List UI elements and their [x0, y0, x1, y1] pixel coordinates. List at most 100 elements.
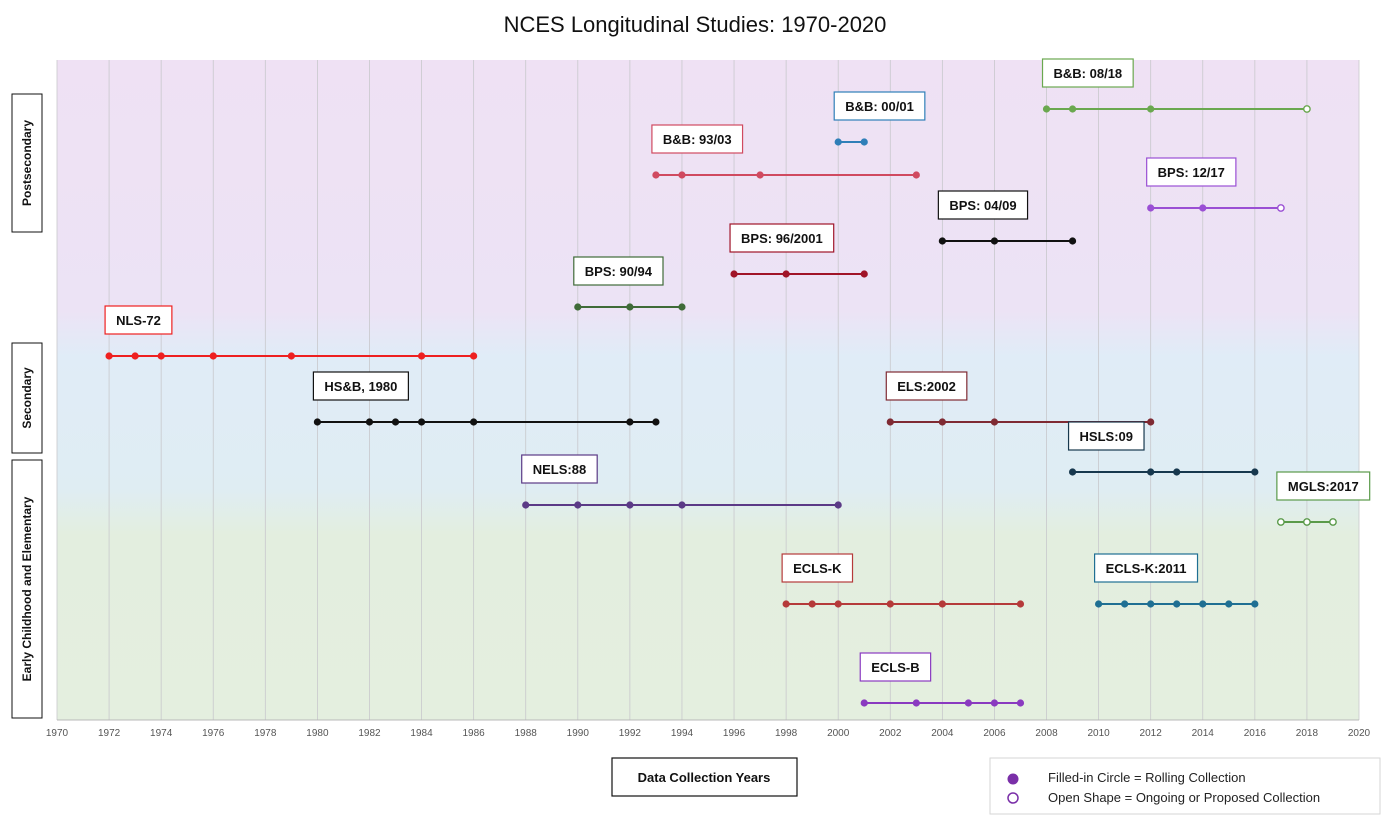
x-tick-label: 2012 — [1140, 728, 1163, 739]
series-label: B&B: 93/03 — [663, 132, 732, 147]
x-tick-label: 1994 — [671, 728, 694, 739]
filled-point — [626, 303, 634, 311]
series-ecls-k: ECLS-K — [781, 553, 1025, 608]
series-label: ECLS-K — [793, 561, 842, 576]
filled-point — [1095, 600, 1103, 608]
series-label-box — [1041, 58, 1134, 88]
x-tick-label: 2010 — [1087, 728, 1110, 739]
filled-point — [808, 600, 816, 608]
filled-point — [1147, 204, 1155, 212]
filled-point — [782, 270, 790, 278]
filled-point — [105, 352, 113, 360]
series-label: NELS:88 — [533, 462, 586, 477]
filled-point — [756, 171, 764, 179]
filled-point — [834, 600, 842, 608]
filled-point — [1225, 600, 1233, 608]
series-label: B&B: 08/18 — [1054, 66, 1123, 81]
filled-point — [1251, 468, 1259, 476]
x-axis-label: Data Collection Years — [638, 770, 771, 785]
x-tick-label: 2000 — [827, 728, 850, 739]
x-tick-label: 1990 — [567, 728, 590, 739]
series-label: ECLS-B — [871, 660, 919, 675]
x-tick-label: 1996 — [723, 728, 746, 739]
filled-point — [990, 699, 999, 707]
filled-point — [964, 699, 973, 707]
series-label: BPS: 96/2001 — [741, 231, 823, 246]
filled-point — [652, 418, 660, 426]
open-point — [1329, 518, 1337, 526]
filled-point — [860, 699, 868, 707]
series-bps-90-94: BPS: 90/94 — [573, 256, 686, 311]
filled-point — [157, 352, 165, 360]
filled-point — [1251, 600, 1259, 608]
x-tick-label: 1970 — [46, 728, 69, 739]
series-b-b-93-03: B&B: 93/03 — [651, 124, 920, 179]
filled-point — [1147, 468, 1155, 476]
series-label: ELS:2002 — [897, 379, 956, 394]
x-tick-label: 1980 — [306, 728, 329, 739]
filled-point — [287, 352, 295, 360]
series-label-box — [937, 190, 1029, 220]
series-ecls-k-2011: ECLS-K:2011 — [1093, 553, 1259, 608]
series-mgls-2017: MGLS:2017 — [1276, 471, 1371, 526]
filled-point — [886, 600, 894, 608]
series-bps-96-2001: BPS: 96/2001 — [729, 223, 868, 278]
filled-point — [1068, 468, 1077, 476]
filled-point — [417, 418, 426, 426]
filled-point — [912, 699, 920, 707]
series-label-box — [1093, 553, 1199, 583]
x-axis-tick-labels: 1970 1972 1974 1976 1978 1980 1982 1984 1986 1988… — [46, 719, 1371, 739]
filled-point — [1016, 699, 1025, 707]
filled-point — [652, 171, 660, 179]
open-point — [1303, 518, 1311, 526]
series-label-box — [1146, 157, 1237, 187]
series-nls-72: NLS-72 — [104, 305, 478, 360]
filled-point — [1173, 468, 1181, 476]
band-secondary: Secondary — [11, 342, 43, 454]
band-label-postsecondary: Postsecondary — [20, 120, 34, 206]
series-label: BPS: 90/94 — [585, 264, 653, 279]
x-tick-label: 1976 — [202, 728, 225, 739]
filled-point — [1147, 600, 1155, 608]
x-tick-label: 2020 — [1348, 728, 1371, 739]
filled-point — [990, 237, 999, 245]
filled-point — [938, 237, 946, 245]
filled-point — [860, 270, 868, 278]
filled-point — [391, 418, 400, 426]
band-early-childhood: Early Childhood and Elementary — [11, 459, 43, 719]
x-tick-label: 1988 — [515, 728, 538, 739]
filled-point — [626, 501, 634, 509]
series-label: BPS: 04/09 — [949, 198, 1016, 213]
legend-filled-circle-marker — [1007, 773, 1019, 785]
x-tick-label: 1972 — [98, 728, 121, 739]
filled-point — [522, 501, 530, 509]
x-tick-label: 1998 — [775, 728, 798, 739]
x-tick-label: 1986 — [463, 728, 486, 739]
series-bps-12-17: BPS: 12/17 — [1146, 157, 1285, 212]
x-tick-label: 2004 — [931, 728, 954, 739]
series-label-box — [1276, 471, 1371, 501]
open-point — [1303, 105, 1311, 113]
filled-point — [730, 270, 738, 278]
series-layer: B&B: 08/18 B&B: 00/01 B&B: 93/03 BPS: 12/17… — [104, 58, 1371, 707]
filled-point — [313, 418, 321, 426]
series-label-box — [781, 553, 854, 583]
series-b-b-08-18: B&B: 08/18 — [1041, 58, 1311, 113]
series-bps-04-09: BPS: 04/09 — [937, 190, 1077, 245]
x-tick-label: 1978 — [254, 728, 277, 739]
series-ecls-b: ECLS-B — [859, 652, 1025, 707]
filled-point — [1016, 600, 1025, 608]
filled-point — [470, 418, 478, 426]
filled-point — [678, 171, 686, 179]
x-tick-label: 2008 — [1035, 728, 1058, 739]
band-label-secondary: Secondary — [20, 367, 34, 429]
series-label: NLS-72 — [116, 313, 161, 328]
open-point — [1276, 204, 1285, 212]
band-postsecondary: Postsecondary — [11, 93, 43, 233]
series-b-b-00-01: B&B: 00/01 — [833, 91, 926, 146]
band-label-early-childhood: Early Childhood and Elementary — [20, 496, 34, 681]
filled-point — [1173, 600, 1181, 608]
filled-point — [1147, 418, 1155, 426]
filled-point — [209, 352, 217, 360]
filled-point — [912, 171, 920, 179]
